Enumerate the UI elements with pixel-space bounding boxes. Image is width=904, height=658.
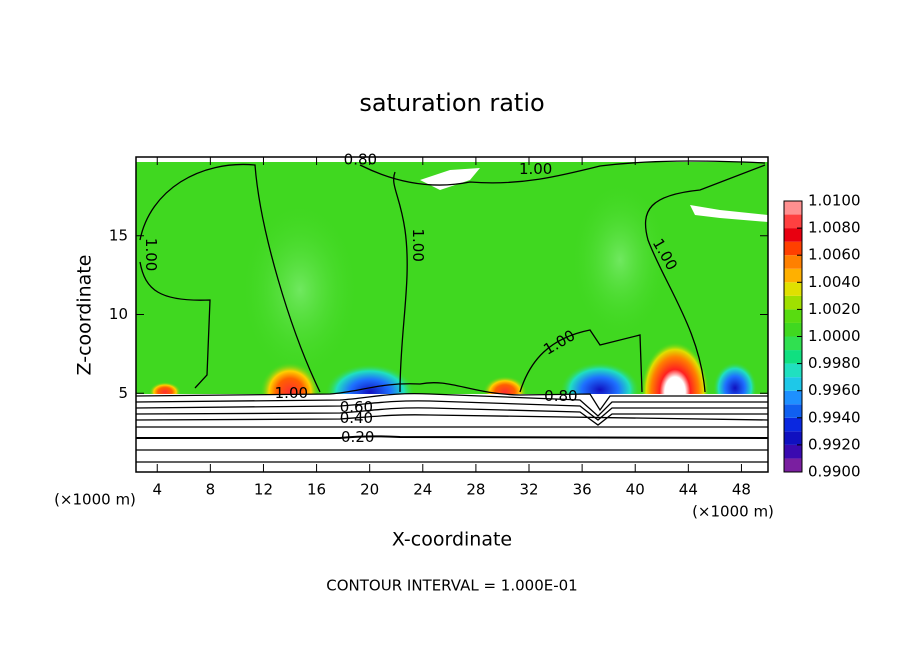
colorbar-segment xyxy=(784,282,802,296)
colorbar-tick-label: 1.0080 xyxy=(808,219,861,237)
colorbar-segment xyxy=(784,390,802,405)
colorbar-segment xyxy=(784,255,802,269)
colorbar-tick-label: 0.9900 xyxy=(808,463,861,481)
colorbar-segment xyxy=(784,377,802,391)
x-tick-label: 20 xyxy=(360,481,379,499)
colorbar-tick-label: 0.9940 xyxy=(808,408,861,426)
colorbar-segment xyxy=(784,309,802,323)
colorbar-segment xyxy=(784,295,802,310)
field xyxy=(136,157,768,472)
contour-label: 1.00 xyxy=(275,384,308,402)
contour-label: 0.80 xyxy=(344,151,377,169)
x-tick-label: 24 xyxy=(413,481,432,499)
y-tick-label: 5 xyxy=(118,384,128,402)
colorbar-segment xyxy=(784,350,802,364)
y-unit: (×1000 m) xyxy=(692,503,774,521)
colorbar-tick-label: 1.0060 xyxy=(808,246,861,264)
colorbar-tick-label: 0.9960 xyxy=(808,381,861,399)
footer: CONTOUR INTERVAL = 1.000E-01 xyxy=(326,577,577,595)
colorbar-segment xyxy=(784,444,802,459)
colorbar-segment xyxy=(784,214,802,229)
contour-label: 1.00 xyxy=(519,160,552,178)
x-tick-label: 40 xyxy=(626,481,645,499)
colorbar-segment xyxy=(784,417,802,432)
contour-label: 0.80 xyxy=(544,387,577,405)
contour-label: 0.20 xyxy=(341,428,374,446)
x-tick-label: 8 xyxy=(206,481,216,499)
contour-label: 0.60 xyxy=(340,398,373,416)
y-axis-label: Z-coordinate xyxy=(74,255,96,376)
colorbar-tick-label: 0.9980 xyxy=(808,354,861,372)
x-tick-label: 32 xyxy=(519,481,538,499)
x-tick-label: 48 xyxy=(732,481,751,499)
contour-label: 0.40 xyxy=(340,409,373,427)
y-tick-label: 15 xyxy=(109,226,128,244)
colorbar-segment xyxy=(784,363,802,378)
colorbar-segment xyxy=(784,336,802,351)
x-tick-label: 44 xyxy=(679,481,698,499)
colorbar-tick-label: 0.9920 xyxy=(808,435,861,453)
contour-label: 1.00 xyxy=(409,228,427,261)
colorbar-segment xyxy=(784,322,802,337)
x-tick-label: 4 xyxy=(152,481,162,499)
colorbar-segment xyxy=(784,241,802,256)
contour-label: 1.00 xyxy=(142,238,160,271)
colorbar-segment xyxy=(784,268,802,283)
colorbar-tick-label: 1.0040 xyxy=(808,273,861,291)
colorbar-segment xyxy=(784,228,802,242)
chart-title: saturation ratio xyxy=(359,89,544,117)
colorbar-segment xyxy=(784,431,802,445)
colorbar-tick-label: 1.0000 xyxy=(808,327,861,345)
x-tick-label: 12 xyxy=(254,481,273,499)
x-tick-label: 36 xyxy=(573,481,592,499)
x-unit: (×1000 m) xyxy=(54,491,136,509)
colorbar-segment xyxy=(784,458,802,472)
colorbar-tick-label: 1.0020 xyxy=(808,300,861,318)
colorbar-segment xyxy=(784,404,802,418)
x-tick-label: 28 xyxy=(466,481,485,499)
y-tick-label: 10 xyxy=(109,305,128,323)
x-tick-label: 16 xyxy=(307,481,326,499)
x-axis-label: X-coordinate xyxy=(392,529,512,551)
colorbar-segment xyxy=(784,201,802,215)
colorbar-tick-label: 1.0100 xyxy=(808,192,861,210)
